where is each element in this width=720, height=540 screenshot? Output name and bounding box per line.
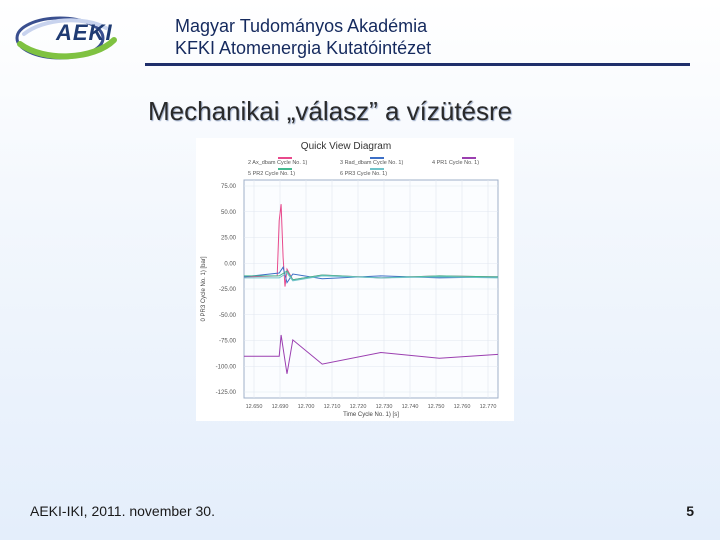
legend-label: 6 PR3 Cycle No. 1) [340, 171, 387, 177]
legend-label: 5 PR2 Cycle No. 1) [248, 171, 295, 177]
footer-date: AEKI-IKI, 2011. november 30. [30, 503, 215, 519]
x-tick-label: 12.710 [324, 404, 341, 410]
legend-label: 4 PR1 Cycle No. 1) [432, 160, 479, 166]
y-tick-label: -50.00 [219, 313, 237, 319]
y-tick-label: -25.00 [219, 287, 237, 293]
y-axis-ticks: 75.00 50.00 25.00 0.00 -25.00 -50.00 -75.00 -10… [216, 184, 237, 396]
org-line-1: Magyar Tudományos Akadémia [175, 16, 428, 36]
logo-text: AEKI [56, 20, 113, 45]
x-tick-label: 12.770 [480, 404, 497, 410]
page-number: 5 [686, 503, 694, 519]
y-tick-label: -100.00 [216, 364, 237, 370]
slide-title: Mechanikai „válasz” a vízütésre [148, 96, 513, 126]
legend-label: 2 Ax_dbam Cycle No. 1) [248, 160, 307, 166]
x-tick-label: 12.690 [272, 404, 289, 410]
chart-title: Quick View Diagram [301, 141, 391, 152]
x-axis-ticks: 12.650 12.690 12.700 12.710 12.720 12.730 12.7… [246, 404, 497, 410]
x-axis-label: Time Cycle No. 1) [s] [343, 412, 399, 418]
y-tick-label: -75.00 [219, 339, 237, 345]
y-tick-label: 50.00 [221, 210, 237, 216]
chart-legend: 2 Ax_dbam Cycle No. 1) 3 Rad_dbam Cycle N… [248, 157, 479, 177]
x-tick-label: 12.750 [428, 404, 445, 410]
x-tick-label: 12.760 [454, 404, 471, 410]
y-axis-label: 0 PR3 Cycle No. 1) [bar] [201, 256, 207, 321]
x-tick-label: 12.740 [402, 404, 419, 410]
y-tick-label: 75.00 [221, 184, 237, 190]
chart-series [243, 204, 499, 374]
header-divider [145, 63, 690, 66]
series-line [244, 270, 499, 281]
x-tick-label: 12.700 [298, 404, 315, 410]
org-line-2: KFKI Atomenergia Kutatóintézet [175, 38, 432, 58]
organization-header: Magyar Tudományos Akadémia KFKI Atomener… [175, 15, 431, 59]
y-tick-label: -125.00 [216, 390, 237, 396]
quick-view-diagram: Quick View Diagram 2 Ax_dbam Cycle No. 1… [196, 138, 514, 421]
x-tick-label: 12.720 [350, 404, 367, 410]
aeki-logo: AEKI [14, 10, 136, 62]
y-tick-label: 0.00 [224, 261, 236, 267]
chart-svg: Quick View Diagram 2 Ax_dbam Cycle No. 1… [201, 141, 499, 418]
series-line [244, 334, 499, 374]
x-tick-label: 12.730 [376, 404, 393, 410]
legend-label: 3 Rad_dbam Cycle No. 1) [340, 160, 403, 166]
logo-swoosh-icon [15, 16, 117, 60]
series-line [244, 272, 499, 282]
x-tick-label: 12.650 [246, 404, 263, 410]
y-tick-label: 25.00 [221, 236, 237, 242]
